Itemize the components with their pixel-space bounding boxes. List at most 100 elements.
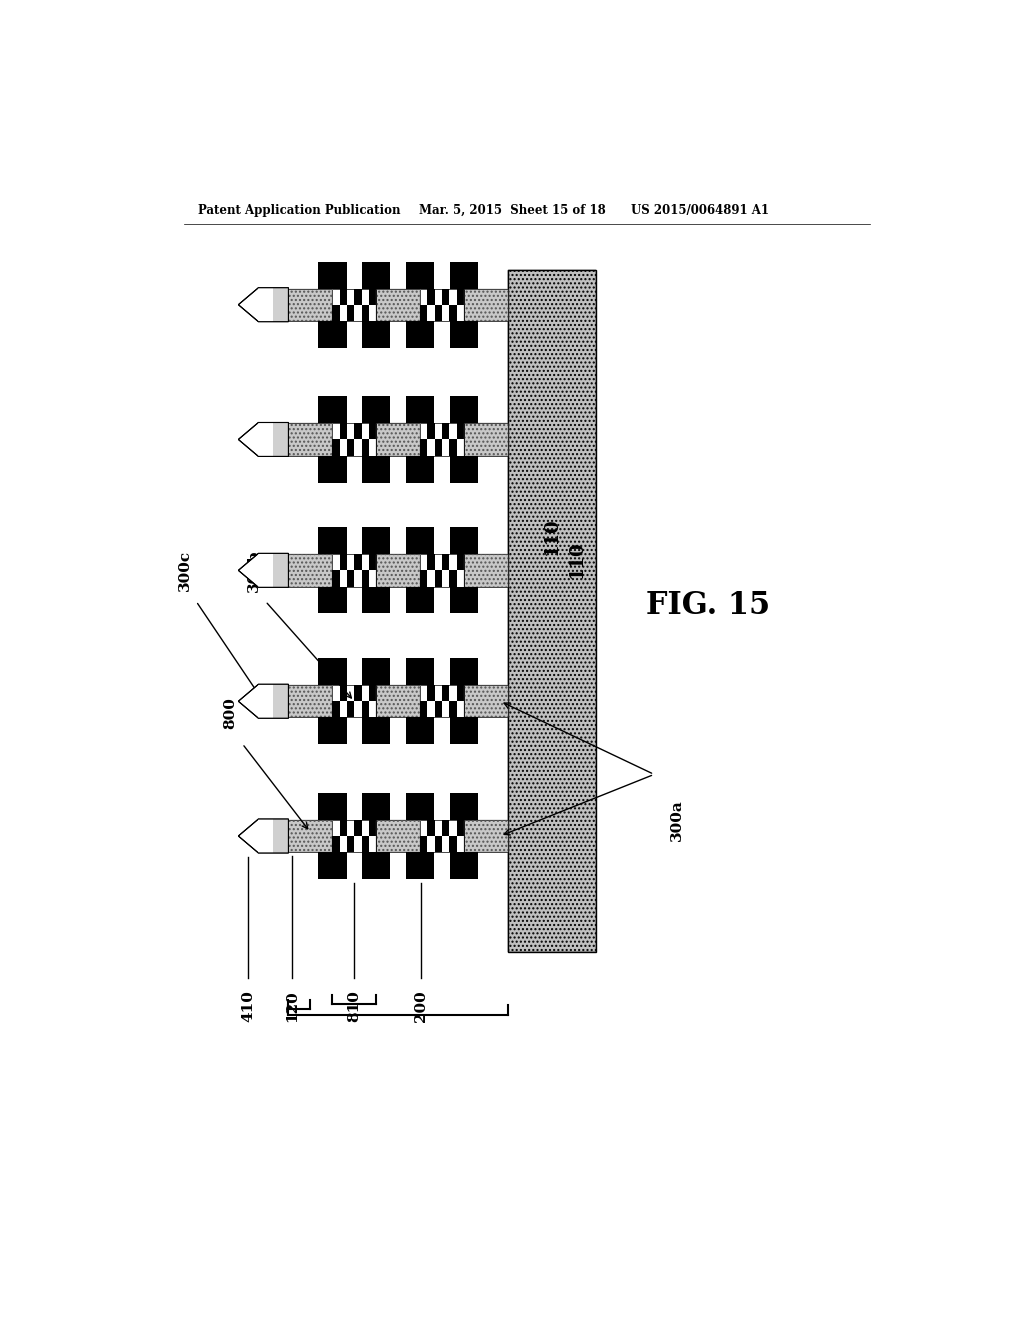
Polygon shape xyxy=(273,553,289,587)
Text: 300b: 300b xyxy=(247,549,261,591)
Bar xyxy=(406,396,434,424)
Bar xyxy=(369,685,376,701)
Polygon shape xyxy=(273,684,289,718)
Bar xyxy=(347,440,354,455)
Bar xyxy=(450,424,457,440)
Bar xyxy=(376,424,420,455)
Bar xyxy=(376,685,420,718)
Bar xyxy=(318,527,346,554)
Bar xyxy=(457,305,464,321)
Text: 200: 200 xyxy=(415,990,428,1022)
Bar xyxy=(420,440,427,455)
Bar xyxy=(361,396,390,424)
Bar xyxy=(450,793,478,820)
Bar xyxy=(442,570,450,586)
Bar xyxy=(464,289,508,321)
Polygon shape xyxy=(239,422,289,457)
Bar xyxy=(457,554,464,570)
Bar xyxy=(376,820,420,853)
Bar xyxy=(450,440,457,455)
Text: 810: 810 xyxy=(347,990,361,1022)
Bar xyxy=(427,836,435,853)
Text: 410: 410 xyxy=(242,990,255,1022)
Bar xyxy=(340,701,347,718)
Bar xyxy=(435,570,442,586)
Text: 110: 110 xyxy=(568,540,586,578)
Bar xyxy=(361,701,369,718)
Text: 120: 120 xyxy=(286,990,299,1022)
Bar xyxy=(450,261,478,289)
Bar xyxy=(442,685,450,701)
Bar xyxy=(361,305,369,321)
Bar xyxy=(369,289,376,305)
Bar xyxy=(435,685,442,701)
Polygon shape xyxy=(273,422,289,457)
Bar xyxy=(361,455,390,483)
Bar xyxy=(435,305,442,321)
Bar xyxy=(435,701,442,718)
Bar xyxy=(289,554,333,586)
Bar xyxy=(435,424,442,440)
Bar xyxy=(318,718,346,744)
Bar xyxy=(318,455,346,483)
Text: 300a: 300a xyxy=(671,800,684,841)
Bar xyxy=(361,685,369,701)
Bar xyxy=(318,261,346,289)
Bar xyxy=(347,424,354,440)
Bar xyxy=(347,820,354,836)
Bar xyxy=(361,853,390,879)
Bar xyxy=(318,396,346,424)
Bar xyxy=(420,554,427,570)
Bar xyxy=(354,305,361,321)
Bar xyxy=(427,701,435,718)
Polygon shape xyxy=(239,553,289,587)
Bar xyxy=(427,289,435,305)
Bar xyxy=(420,685,464,718)
Bar xyxy=(340,820,347,836)
Text: 110: 110 xyxy=(543,517,561,554)
Bar xyxy=(333,820,376,853)
Bar xyxy=(347,701,354,718)
Bar xyxy=(420,836,427,853)
Bar xyxy=(450,527,478,554)
Bar xyxy=(376,554,420,586)
Bar xyxy=(354,440,361,455)
Bar xyxy=(427,554,435,570)
Bar xyxy=(420,685,427,701)
Bar xyxy=(361,570,369,586)
Bar xyxy=(347,305,354,321)
Bar xyxy=(450,570,457,586)
Bar xyxy=(289,289,333,321)
Bar xyxy=(361,424,369,440)
Bar xyxy=(457,701,464,718)
Bar xyxy=(347,836,354,853)
Bar xyxy=(354,289,361,305)
Bar xyxy=(450,305,457,321)
Bar xyxy=(361,820,369,836)
Bar xyxy=(289,685,333,718)
Bar xyxy=(361,793,390,820)
Bar xyxy=(450,396,478,424)
Bar xyxy=(420,570,427,586)
Bar xyxy=(464,685,508,718)
Polygon shape xyxy=(258,422,273,457)
Bar xyxy=(457,440,464,455)
Bar xyxy=(369,554,376,570)
Polygon shape xyxy=(273,288,289,322)
Bar xyxy=(406,793,434,820)
Bar xyxy=(333,685,376,718)
Bar xyxy=(427,820,435,836)
Bar xyxy=(347,570,354,586)
Bar xyxy=(354,570,361,586)
Bar xyxy=(376,289,420,321)
Bar xyxy=(457,424,464,440)
Polygon shape xyxy=(258,288,273,322)
Bar xyxy=(376,685,420,718)
Bar xyxy=(464,424,508,455)
Bar xyxy=(318,853,346,879)
Bar xyxy=(333,424,340,440)
Bar xyxy=(464,820,508,853)
Bar xyxy=(340,554,347,570)
Bar xyxy=(508,271,596,952)
Bar xyxy=(289,424,333,455)
